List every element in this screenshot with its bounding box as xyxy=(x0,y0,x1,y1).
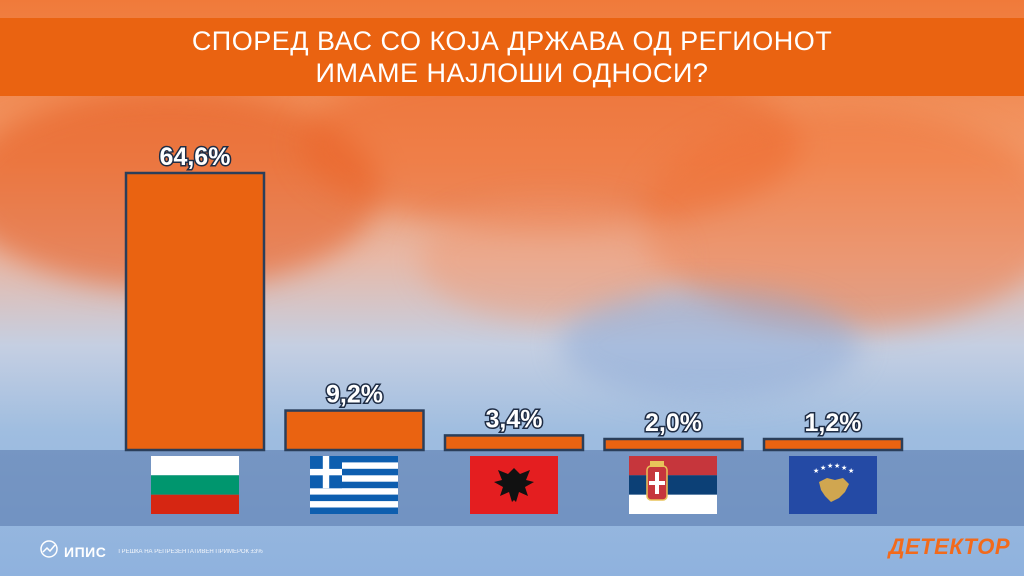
serbia-flag-icon xyxy=(629,456,717,514)
data-label-bulgaria: 64,6% xyxy=(160,143,231,171)
bulgaria-flag-icon xyxy=(151,456,239,514)
bar-kosovo xyxy=(762,437,904,452)
svg-text:★: ★ xyxy=(813,467,819,475)
greece-flag-icon xyxy=(310,456,398,514)
ipis-logo-icon xyxy=(40,540,58,563)
albania-flag-icon xyxy=(470,456,558,514)
chart-title-line-1: СПОРЕД ВАС СО КОЈА ДРЖАВА ОД РЕГИОНОТ xyxy=(191,26,833,56)
data-label-greece: 9,2% xyxy=(326,381,383,409)
detektor-logo: ДЕТЕКТОР xyxy=(888,534,1010,559)
svg-text:★: ★ xyxy=(820,464,826,472)
data-label-albania: 3,4% xyxy=(486,405,543,433)
source-name: ИПИС xyxy=(64,543,107,560)
kosovo-flag-icon: ★ ★ ★ ★ ★ ★ xyxy=(789,456,877,514)
svg-text:★: ★ xyxy=(827,462,833,470)
data-label-kosovo: 1,2% xyxy=(805,409,862,437)
margin-of-error-note: ГРЕШКА НА РЕПРЕЗЕНТАТИВЕН ПРИМЕРОК ±3% xyxy=(118,548,263,555)
svg-text:★: ★ xyxy=(834,462,840,470)
data-label-serbia: 2,0% xyxy=(645,409,702,437)
bar-serbia xyxy=(603,437,744,452)
bar-albania xyxy=(443,434,585,452)
chart-title-line-2: ИМАМЕ НАЈЛОШИ ОДНОСИ? xyxy=(315,58,709,88)
svg-text:★: ★ xyxy=(848,467,854,475)
bar-greece xyxy=(284,409,425,452)
title-bar: СПОРЕД ВАС СО КОЈА ДРЖАВА ОД РЕГИОНОТ ИМ… xyxy=(0,18,1024,96)
source-footer: ИПИС ГРЕШКА НА РЕПРЕЗЕНТАТИВЕН ПРИМЕРОК … xyxy=(40,540,263,563)
svg-text:★: ★ xyxy=(841,464,847,472)
bar-bulgaria xyxy=(124,171,266,452)
